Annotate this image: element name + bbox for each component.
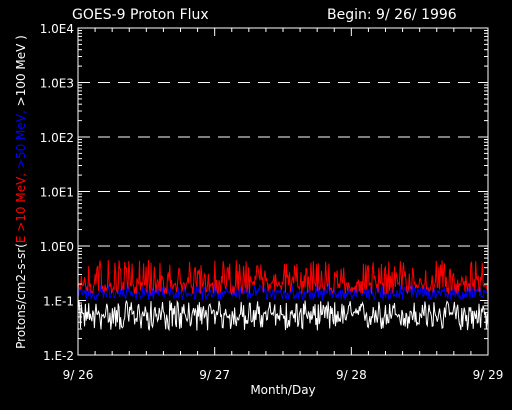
x-tick-label: 9/ 27 <box>199 368 230 382</box>
y-axis-label-part: >50 MeV, <box>14 110 28 173</box>
y-axis-label-part: Protons/cm2-s-sr( <box>14 243 28 349</box>
x-tick-label: 9/ 29 <box>473 368 504 382</box>
series-line <box>77 260 489 296</box>
gridlines <box>78 82 488 247</box>
y-axis-label-part: >100 MeV ) <box>14 35 28 110</box>
series-line <box>77 283 489 302</box>
begin-date: Begin: 9/ 26/ 1996 <box>327 7 457 23</box>
y-tick-label: 1.E-1 <box>43 295 74 309</box>
y-tick-label: 1.0E2 <box>40 131 74 145</box>
x-axis-label: Month/Day <box>250 383 315 397</box>
y-tick-label: 1.0E4 <box>40 22 74 36</box>
y-tick-label: 1.0E1 <box>40 186 74 200</box>
y-tick-label: 1.E-2 <box>43 349 74 363</box>
series-line <box>77 299 489 332</box>
y-axis: 1.E-2 1.E-1 1.0E0 1.0E1 1.0E2 1.0E3 1.0E4 <box>40 22 488 363</box>
x-tick-label: 9/ 26 <box>63 368 94 382</box>
x-tick-label: 9/ 28 <box>336 368 367 382</box>
x-axis: 9/ 26 9/ 27 9/ 28 9/ 29 <box>63 28 504 382</box>
y-tick-label: 1.0E3 <box>40 77 74 91</box>
y-axis-label: Protons/cm2-s-sr(E >10 MeV, >50 MeV, >10… <box>14 35 28 349</box>
series-group <box>77 260 489 332</box>
y-axis-label-part: E >10 MeV, <box>14 173 28 243</box>
y-tick-label: 1.0E0 <box>40 240 74 254</box>
chart-title: GOES-9 Proton Flux <box>72 7 209 23</box>
